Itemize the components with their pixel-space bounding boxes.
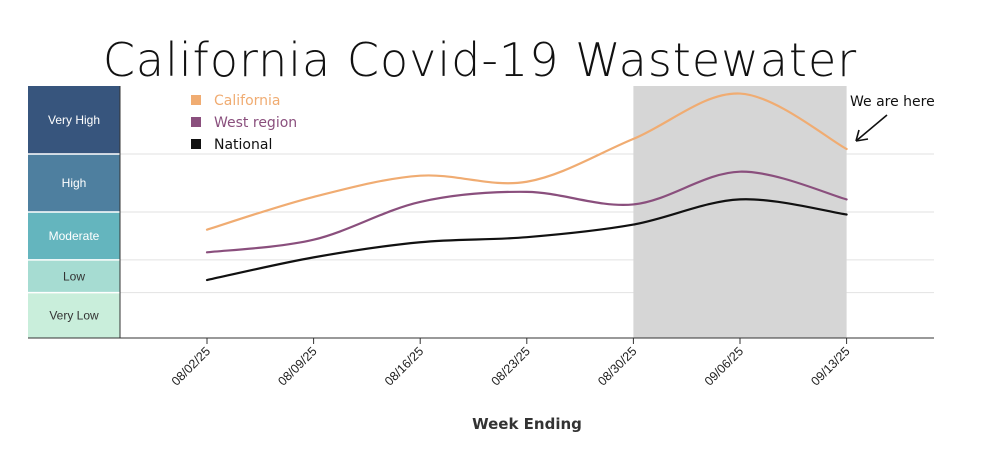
annotation: We are here — [850, 94, 935, 142]
level-band-very-high — [28, 86, 120, 155]
x-tick-label: 08/23/25 — [489, 344, 533, 388]
annotation-arrowhead — [855, 129, 869, 142]
level-band-moderate — [28, 212, 120, 260]
level-label: Moderate — [49, 229, 100, 243]
annotation-arrow — [855, 114, 888, 142]
series-line-california — [205, 92, 848, 231]
legend-swatch — [191, 117, 201, 127]
x-axis-label: Week Ending — [472, 415, 582, 433]
level-bands: Very Low Low Moderate High Very High — [28, 86, 120, 338]
x-tick-label: 08/30/25 — [595, 344, 639, 388]
series-lines — [205, 92, 848, 282]
level-band-very-low — [28, 292, 120, 338]
x-tick-label: 08/02/25 — [169, 344, 213, 388]
chart-title: California Covid-19 Wastewater — [103, 33, 857, 87]
x-tick-label: 08/09/25 — [275, 344, 319, 388]
x-tick-label: 08/16/25 — [382, 344, 426, 388]
legend-swatch — [191, 95, 201, 105]
level-label: Low — [63, 269, 85, 283]
legend-label: West region — [214, 115, 297, 131]
level-band-low — [28, 259, 120, 293]
shaded-range — [633, 86, 847, 338]
x-tick-label: 09/06/25 — [702, 344, 746, 388]
legend-label: California — [214, 93, 280, 109]
shaded-region — [633, 86, 847, 338]
x-tick-labels: 08/02/25 08/09/25 08/16/25 08/23/25 08/30/25… — [169, 338, 853, 389]
axes — [28, 86, 934, 339]
legend-swatch — [191, 139, 201, 149]
series-line-national — [205, 198, 848, 282]
legend-label: National — [214, 137, 272, 153]
legend: California West region National — [191, 93, 297, 153]
level-label: Very High — [48, 113, 100, 127]
level-band-high — [28, 154, 120, 212]
series-line-west-region — [205, 170, 848, 254]
level-label: Very Low — [49, 308, 99, 322]
x-tick-label: 09/13/25 — [808, 344, 852, 388]
level-label: High — [62, 176, 87, 190]
annotation-text: We are here — [850, 94, 935, 110]
